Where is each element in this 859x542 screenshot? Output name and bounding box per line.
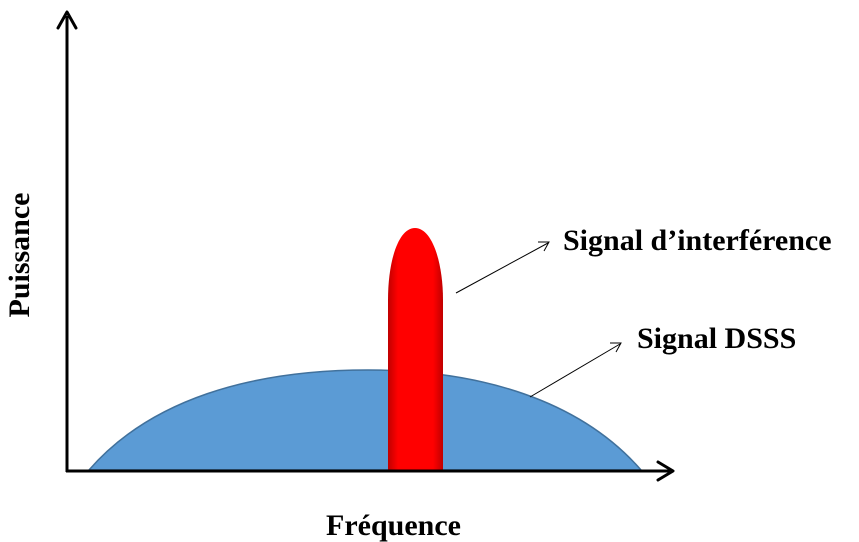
interference-signal-label: Signal d’interférence bbox=[563, 224, 832, 257]
x-axis-label: Fréquence bbox=[326, 509, 461, 542]
y-axis-label: Puissance bbox=[3, 192, 36, 318]
dsss-signal-shape bbox=[87, 369, 643, 471]
interference-signal-shape bbox=[388, 228, 443, 470]
dsss-pointer-arrow bbox=[529, 342, 622, 398]
x-axis bbox=[66, 460, 675, 482]
dsss-signal-label: Signal DSSS bbox=[637, 322, 797, 355]
y-axis bbox=[56, 10, 78, 472]
interference-pointer-arrow bbox=[455, 241, 550, 294]
